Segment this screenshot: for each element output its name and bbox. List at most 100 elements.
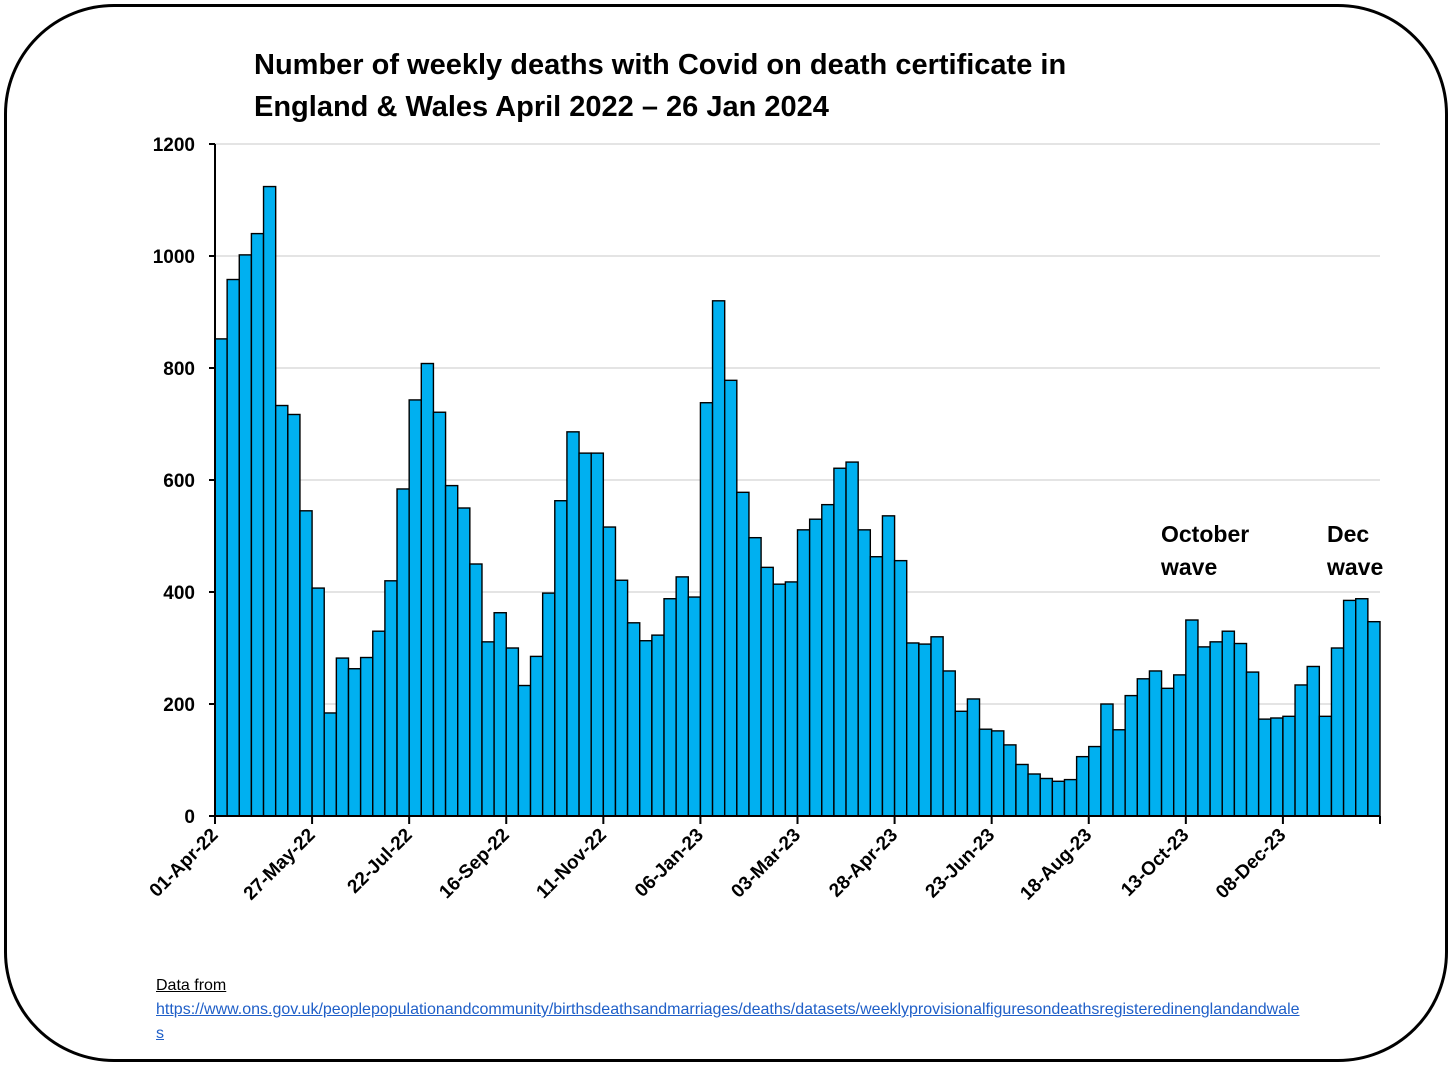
bar bbox=[1136, 678, 1151, 817]
bar bbox=[1124, 694, 1138, 817]
bar bbox=[1257, 718, 1272, 817]
bar bbox=[457, 507, 471, 817]
bar bbox=[1027, 773, 1041, 817]
bar bbox=[1233, 642, 1248, 817]
bar bbox=[1197, 646, 1211, 817]
bar bbox=[432, 411, 447, 817]
bar bbox=[566, 431, 580, 817]
bar bbox=[1172, 674, 1187, 817]
bar bbox=[493, 612, 507, 817]
bar bbox=[954, 710, 969, 817]
bar bbox=[857, 529, 872, 817]
bar bbox=[1148, 670, 1163, 817]
bar bbox=[821, 503, 835, 817]
y-tick-label: 1200 bbox=[153, 135, 195, 156]
bar bbox=[1318, 715, 1333, 817]
bar bbox=[541, 592, 556, 817]
bar bbox=[893, 559, 908, 817]
y-tick-label: 400 bbox=[163, 583, 195, 604]
bar bbox=[1003, 744, 1017, 817]
bar bbox=[1330, 647, 1345, 817]
y-tick-label: 1000 bbox=[153, 247, 195, 268]
bar bbox=[808, 518, 823, 817]
source-link[interactable]: https://www.ons.gov.uk/peoplepopulationa… bbox=[156, 1001, 1300, 1042]
bar bbox=[262, 185, 277, 817]
bar bbox=[481, 641, 495, 817]
bar bbox=[1075, 755, 1090, 817]
bar bbox=[578, 452, 592, 817]
bar bbox=[614, 579, 629, 817]
bar bbox=[238, 254, 253, 817]
x-tick-label: 16-Sep-22 bbox=[435, 825, 513, 903]
annotation-label: Dec wave bbox=[1326, 521, 1383, 580]
bar bbox=[906, 642, 920, 817]
bar bbox=[711, 300, 726, 817]
bar bbox=[420, 362, 435, 817]
x-tick-label: 06-Jan-23 bbox=[631, 825, 708, 902]
y-tick-label: 200 bbox=[163, 695, 195, 716]
y-tick-label: 600 bbox=[163, 471, 195, 492]
bar bbox=[966, 698, 981, 817]
bar bbox=[214, 338, 228, 817]
bar bbox=[323, 712, 338, 817]
y-tick-label: 800 bbox=[163, 359, 195, 380]
bar bbox=[639, 640, 653, 817]
bar bbox=[1088, 745, 1102, 817]
bar bbox=[359, 656, 374, 817]
bar bbox=[1245, 671, 1260, 817]
bar bbox=[1100, 703, 1114, 817]
bar bbox=[311, 587, 325, 817]
bar bbox=[1306, 665, 1321, 817]
bar bbox=[554, 500, 568, 817]
bar bbox=[990, 730, 1005, 817]
bar bbox=[651, 634, 665, 817]
bar bbox=[444, 484, 459, 817]
bar bbox=[881, 515, 896, 817]
bar bbox=[772, 583, 787, 817]
bar bbox=[687, 596, 702, 817]
bar bbox=[529, 655, 544, 817]
bar bbox=[723, 379, 738, 817]
x-tick-label: 03-Mar-23 bbox=[727, 825, 805, 903]
bar bbox=[1367, 620, 1381, 817]
bar bbox=[663, 598, 677, 817]
axes bbox=[209, 143, 1381, 824]
bar bbox=[784, 581, 799, 817]
bar bbox=[1112, 729, 1126, 817]
bar bbox=[602, 526, 617, 817]
annotation-label: October wave bbox=[1160, 521, 1249, 580]
bar bbox=[287, 413, 301, 817]
bar bbox=[226, 278, 240, 817]
bar bbox=[845, 461, 859, 817]
annotations: October wave Dec wave bbox=[1160, 521, 1383, 580]
source-label: Data from bbox=[156, 977, 227, 994]
bar bbox=[1051, 780, 1066, 817]
bar bbox=[675, 576, 689, 817]
y-tick-label: 0 bbox=[184, 807, 195, 828]
x-tick-label: 27-May-22 bbox=[240, 825, 320, 905]
bar bbox=[1221, 630, 1236, 817]
bar bbox=[978, 728, 993, 817]
x-tick-label: 22-Jul-22 bbox=[344, 825, 417, 898]
bar bbox=[736, 491, 750, 817]
x-tick-label: 23-Jun-23 bbox=[922, 825, 1000, 903]
bar bbox=[626, 622, 641, 817]
bar bbox=[1185, 619, 1199, 817]
bar bbox=[372, 630, 386, 817]
bar bbox=[408, 399, 423, 817]
bar bbox=[796, 529, 811, 817]
bar bbox=[748, 536, 762, 817]
bar bbox=[930, 636, 944, 817]
bar bbox=[299, 510, 313, 817]
source-note: Data from https://www.ons.gov.uk/peoplep… bbox=[156, 974, 1306, 1046]
x-tick-label: 08-Dec-23 bbox=[1212, 825, 1290, 903]
x-tick-label: 18-Aug-23 bbox=[1016, 825, 1096, 905]
bar bbox=[1063, 778, 1078, 817]
bar bbox=[1209, 641, 1223, 817]
chart-title-line-1: Number of weekly deaths with Covid on de… bbox=[254, 49, 1067, 81]
bar bbox=[942, 670, 956, 817]
bar bbox=[250, 232, 265, 817]
bar bbox=[1342, 599, 1357, 817]
x-tick-label: 11-Nov-22 bbox=[533, 825, 611, 903]
